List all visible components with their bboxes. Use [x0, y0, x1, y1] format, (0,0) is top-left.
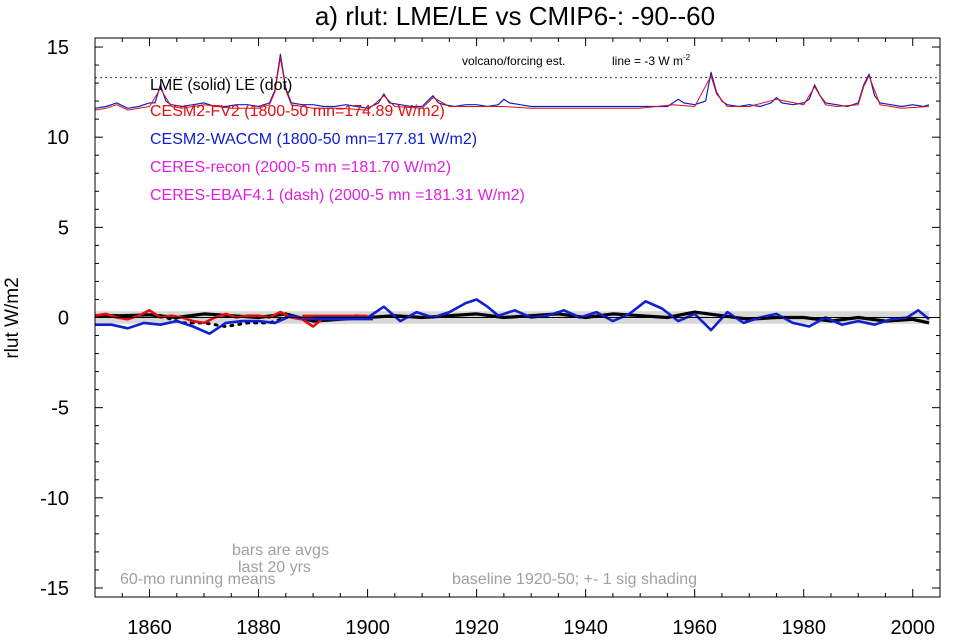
y-tick-label: -10	[40, 488, 69, 510]
legend-entry-ceres-ebaf: CERES-EBAF4.1 (dash) (2000-5 mn =181.31 …	[150, 187, 525, 204]
y-tick-label: 15	[47, 37, 69, 59]
legend-entry-lme-le: LME (solid) LE (dot)	[150, 77, 292, 94]
x-tick-label: 1860	[127, 617, 172, 639]
x-tick-label: 1880	[236, 617, 281, 639]
note-running-means: 60-mo running means	[120, 571, 276, 588]
volcano-line-label-text: line = -3 W m	[612, 54, 683, 68]
volcano-line-label: line = -3 W m-2	[612, 53, 691, 68]
x-tick-label: 1960	[672, 617, 717, 639]
y-tick-label: 0	[58, 308, 69, 330]
series-line-1	[94, 57, 930, 111]
volcanic-forcing-estimate: volcano/forcing est. line = -3 W m-2	[95, 53, 940, 79]
axes: 1860 1880 1900 1920 1940 1960 1980 2000 15 10 5 0 -5…	[40, 37, 941, 639]
volcano-line-label-sup: -2	[683, 53, 691, 62]
y-tick-label: 5	[58, 217, 69, 239]
note-bars: bars are avgs	[232, 542, 329, 559]
x-tick-label: 1940	[563, 617, 608, 639]
x-tick-label: 2000	[890, 617, 935, 639]
y-tick-label: 10	[47, 127, 69, 149]
y-tick-label: -5	[51, 398, 69, 420]
x-tick-label: 1900	[345, 617, 390, 639]
x-tick-label: 1980	[781, 617, 826, 639]
chart-title: a) rlut: LME/LE vs CMIP6-: -90--60	[315, 1, 715, 31]
volcano-label: volcano/forcing est.	[462, 54, 565, 68]
legend: LME (solid) LE (dot) CESM2-FV2 (1800-50 …	[150, 77, 525, 204]
note-bars-2: last 20 yrs	[238, 559, 311, 576]
legend-entry-ceres-recon: CERES-recon (2000-5 mn =181.70 W/m2)	[150, 159, 451, 176]
legend-entry-cesm2-waccm: CESM2-WACCM (1800-50 mn=177.81 W/m2)	[150, 131, 477, 148]
y-axis-label: rlut W/m2	[2, 277, 23, 358]
series-line-5	[95, 298, 930, 336]
notes: bars are avgs last 20 yrs 60-mo running …	[120, 542, 697, 588]
note-baseline: baseline 1920-50; +- 1 sig shading	[452, 571, 697, 588]
y-tick-label: -15	[40, 578, 69, 600]
x-tick-label: 1920	[454, 617, 499, 639]
legend-entry-cesm2-fv2: CESM2-FV2 (1800-50 mn=174.89 W/m2)	[150, 103, 445, 120]
